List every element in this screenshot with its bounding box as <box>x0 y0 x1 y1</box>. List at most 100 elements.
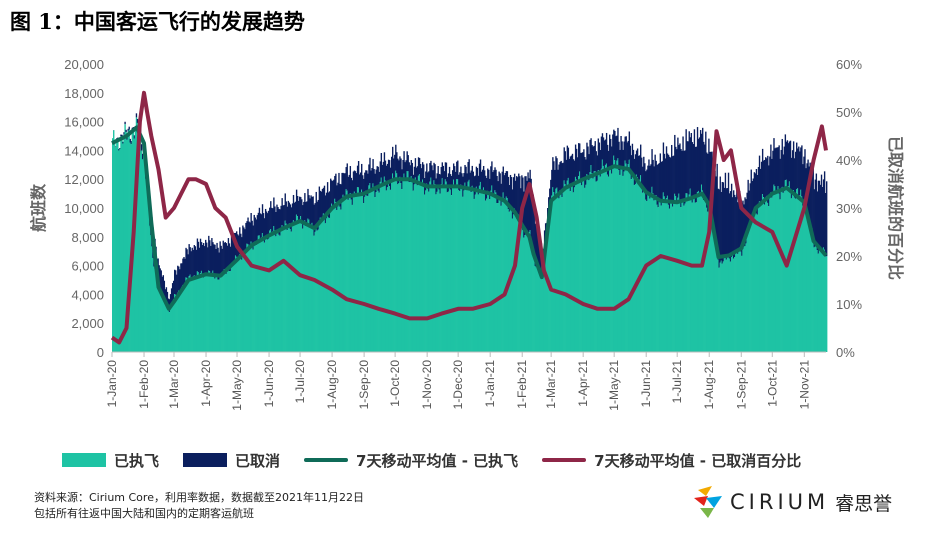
x-tick-label: 1-Apr-20 <box>199 360 213 407</box>
bar-cancelled <box>120 134 122 137</box>
bar-operated <box>203 273 206 352</box>
bar-cancelled <box>223 242 225 270</box>
bar-cancelled <box>343 173 345 200</box>
bar-cancelled <box>785 141 788 180</box>
bar-cancelled <box>290 207 293 232</box>
bar-operated <box>380 177 383 352</box>
bar-operated <box>286 230 289 352</box>
bar-cancelled <box>587 146 589 176</box>
bar-cancelled <box>744 197 746 247</box>
bar-operated <box>408 181 410 352</box>
bar-operated <box>231 262 234 352</box>
bar-operated <box>271 233 273 352</box>
bar-operated <box>511 218 514 352</box>
bar-cancelled <box>333 179 335 207</box>
bar-cancelled <box>534 223 536 266</box>
bar-operated <box>518 214 520 352</box>
bar-operated <box>347 199 349 352</box>
bar-operated <box>372 183 374 352</box>
bar-operated <box>450 195 453 352</box>
bar-cancelled <box>222 240 224 274</box>
bar-operated <box>377 190 379 352</box>
bar-cancelled <box>324 195 327 224</box>
bar-cancelled <box>300 197 302 217</box>
bar-cancelled <box>702 127 704 191</box>
bar-operated <box>112 138 114 352</box>
bar-operated <box>694 202 697 352</box>
bar-operated <box>801 196 803 352</box>
bar-cancelled <box>777 147 779 187</box>
bar-operated <box>569 191 572 352</box>
bar-cancelled <box>683 150 685 206</box>
bar-cancelled <box>125 129 127 133</box>
bar-operated <box>434 184 436 352</box>
bar-operated <box>283 227 285 352</box>
bar-operated <box>269 230 271 352</box>
bar-operated <box>571 184 574 352</box>
bar-operated <box>473 198 476 352</box>
bar-operated <box>439 193 441 352</box>
bar-operated <box>610 166 612 352</box>
bar-operated <box>822 247 825 352</box>
bar-operated <box>493 196 495 352</box>
bar-cancelled <box>556 158 558 188</box>
bar-operated <box>337 206 339 352</box>
page-title: 图 1：中国客运飞行的发展趋势 <box>10 9 305 34</box>
bar-operated <box>240 258 242 352</box>
bar-operated <box>184 282 186 352</box>
bar-operated <box>340 209 342 352</box>
bar-cancelled <box>379 161 381 182</box>
bar-operated <box>562 190 564 352</box>
bar-cancelled <box>575 148 578 180</box>
bar-cancelled <box>345 167 347 190</box>
bar-operated <box>155 274 157 352</box>
bar-operated <box>560 191 562 352</box>
bar-operated <box>207 275 209 352</box>
bar-operated <box>658 199 660 352</box>
bar-operated <box>127 131 129 352</box>
bar-cancelled <box>726 188 729 257</box>
bar-cancelled <box>383 152 386 177</box>
bar-cancelled <box>501 171 503 199</box>
bar-operated <box>542 271 545 352</box>
bar-operated <box>274 230 276 352</box>
bar-cancelled <box>409 165 411 183</box>
bar-operated <box>455 187 457 352</box>
bar-cancelled <box>408 162 410 182</box>
bar-cancelled <box>658 163 660 200</box>
bar-operated <box>414 177 417 352</box>
bar-operated <box>409 182 411 352</box>
bar-operated <box>429 181 431 352</box>
bar-cancelled <box>797 148 799 189</box>
bar-operated <box>410 176 412 352</box>
bar-cancelled <box>420 168 423 186</box>
bar-operated <box>754 209 757 352</box>
bar-cancelled <box>349 166 352 193</box>
bar-operated <box>419 184 422 352</box>
bar-operated <box>428 191 430 352</box>
bar-operated <box>675 195 677 352</box>
bar-cancelled <box>676 149 678 203</box>
bar-operated <box>118 150 120 352</box>
bar-cancelled <box>305 202 307 227</box>
bar-operated <box>199 273 202 352</box>
bar-cancelled <box>485 175 487 201</box>
bar-cancelled <box>203 246 206 274</box>
bar-operated <box>529 230 531 352</box>
bar-cancelled <box>417 157 420 176</box>
bar-cancelled <box>208 235 210 271</box>
bar-operated <box>604 164 607 352</box>
bar-cancelled <box>782 154 784 193</box>
bar-cancelled <box>599 150 602 177</box>
bar-operated <box>538 274 541 352</box>
bar-operated <box>238 257 240 352</box>
legend-swatch-ma-cancel-pct <box>542 458 587 462</box>
bar-cancelled <box>724 172 727 256</box>
bar-operated <box>706 207 708 352</box>
bar-cancelled <box>826 181 828 257</box>
bar-operated <box>311 222 313 352</box>
bar-cancelled <box>475 166 478 187</box>
bar-cancelled <box>633 158 636 186</box>
bar-cancelled <box>388 160 391 187</box>
bar-operated <box>472 189 474 352</box>
